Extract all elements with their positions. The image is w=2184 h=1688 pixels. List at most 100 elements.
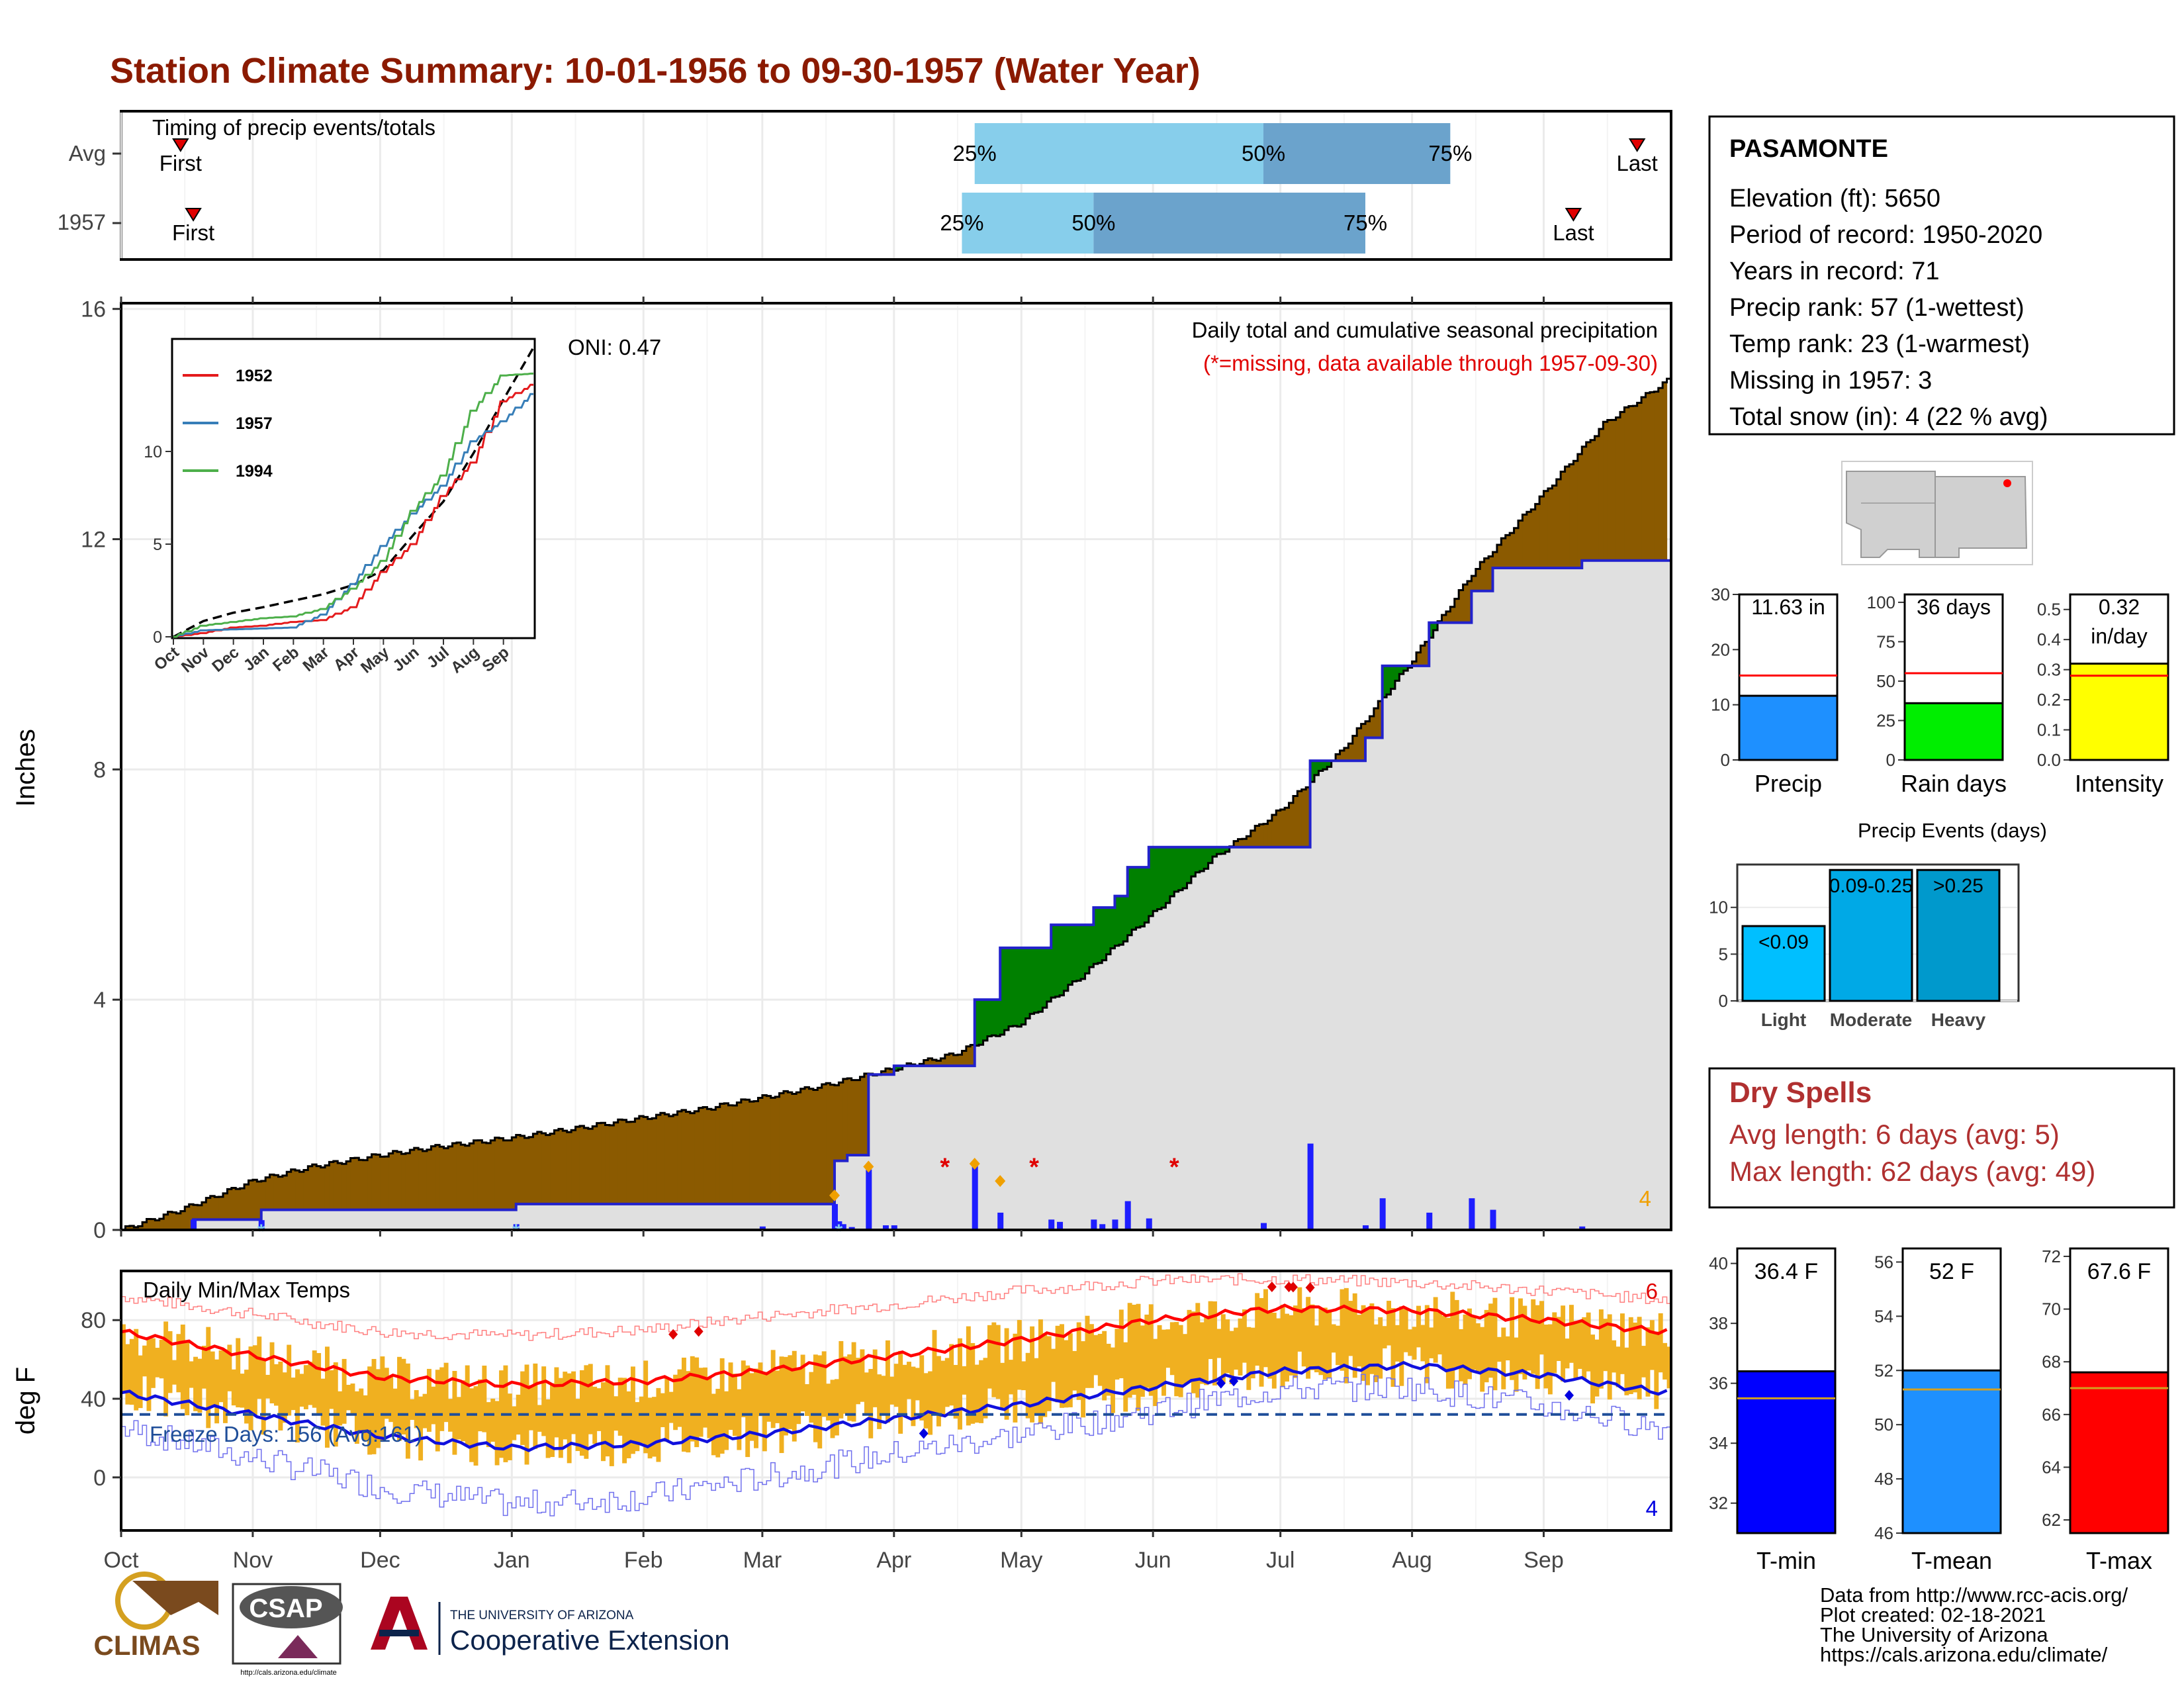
deficit-area bbox=[715, 1107, 721, 1204]
deficit-area bbox=[201, 1202, 206, 1220]
daily-precip-bar bbox=[759, 1226, 766, 1230]
dry-spells-max: Max length: 62 days (avg: 49) bbox=[1729, 1156, 2095, 1187]
daily-temp-bar bbox=[953, 1364, 958, 1419]
deficit-area bbox=[418, 1149, 424, 1210]
daily-temp-bar bbox=[426, 1368, 432, 1432]
deficit-area bbox=[477, 1140, 482, 1210]
temp-summary-ytick-label: 68 bbox=[2042, 1352, 2061, 1372]
daily-precip-bar bbox=[1091, 1219, 1097, 1230]
surplus-area bbox=[1127, 867, 1132, 935]
timing-first-label: First bbox=[159, 151, 202, 175]
deficit-area bbox=[703, 1107, 708, 1204]
daily-temp-bar bbox=[1510, 1297, 1515, 1380]
summary-bar-value-text: 36 days bbox=[1917, 595, 1991, 619]
daily-temp-bar bbox=[741, 1360, 746, 1417]
deficit-area bbox=[958, 1055, 963, 1066]
daily-temp-bar bbox=[1289, 1315, 1294, 1376]
deficit-area bbox=[864, 1073, 869, 1155]
record-high-marker bbox=[1305, 1282, 1315, 1293]
daily-temp-bar bbox=[686, 1371, 691, 1453]
deficit-area bbox=[167, 1211, 173, 1230]
deficit-area bbox=[1552, 485, 1557, 568]
deficit-area bbox=[171, 1212, 177, 1230]
station-location-marker bbox=[2003, 479, 2011, 487]
daily-temp-bar bbox=[134, 1329, 139, 1411]
deficit-area bbox=[1297, 791, 1302, 847]
daily-temp-bar bbox=[278, 1361, 283, 1430]
daily-temp-bar bbox=[1225, 1319, 1230, 1374]
temp-summary-value-text: 67.6 F bbox=[2087, 1259, 2151, 1284]
surplus-area bbox=[1089, 925, 1094, 968]
daily-temp-bar bbox=[1382, 1326, 1387, 1348]
daily-temp-bar bbox=[189, 1361, 194, 1388]
inset-avg-line bbox=[173, 347, 535, 638]
daily-temp-bar bbox=[197, 1358, 203, 1413]
station-line-temp-rank: Temp rank: 23 (1-warmest) bbox=[1729, 330, 2030, 358]
daily-temp-bar bbox=[647, 1397, 653, 1459]
daily-temp-bar bbox=[932, 1330, 937, 1414]
surplus-area bbox=[1225, 847, 1230, 852]
precip-panel: * * * * * * 0 4 8 12 16 Inches Daily total and cu… bbox=[11, 297, 1672, 1243]
deficit-area bbox=[316, 1166, 322, 1210]
summary-ytick-label: 10 bbox=[1711, 695, 1730, 715]
snow-event-marker bbox=[995, 1175, 1006, 1188]
deficit-area bbox=[1369, 716, 1375, 738]
deficit-area bbox=[949, 1053, 954, 1066]
daily-temp-bar bbox=[1620, 1313, 1625, 1374]
deficit-area bbox=[1424, 641, 1430, 666]
surplus-area bbox=[1204, 847, 1209, 869]
daily-temp-bar bbox=[1484, 1309, 1489, 1383]
deficit-area bbox=[159, 1219, 164, 1230]
snow-marker: * bbox=[257, 1221, 265, 1243]
credits: Data from http://www.rcc-acis.org/ Plot … bbox=[1820, 1583, 2128, 1666]
deficit-area bbox=[227, 1189, 232, 1220]
daily-temp-bar bbox=[1187, 1309, 1192, 1383]
surplus-area bbox=[1081, 925, 1086, 979]
surplus-area bbox=[974, 1000, 979, 1046]
temp-summary-ytick-label: 34 bbox=[1709, 1433, 1728, 1453]
credit-line-1: Data from http://www.rcc-acis.org/ bbox=[1820, 1583, 2128, 1607]
deficit-area bbox=[1352, 735, 1357, 761]
daily-temp-bar bbox=[1361, 1305, 1366, 1382]
daily-temp-bar bbox=[1220, 1314, 1226, 1383]
deficit-area bbox=[563, 1131, 568, 1204]
deficit-area bbox=[465, 1145, 470, 1210]
deficit-area bbox=[163, 1214, 169, 1230]
surplus-area bbox=[1055, 925, 1060, 997]
summary-bar-label: Rain days bbox=[1901, 770, 2007, 797]
daily-temp-bar bbox=[1004, 1328, 1009, 1420]
temp-ytick-label: 80 bbox=[81, 1308, 106, 1333]
deficit-area bbox=[261, 1181, 266, 1210]
deficit-area bbox=[932, 1059, 937, 1066]
deficit-area bbox=[1547, 488, 1553, 568]
deficit-area bbox=[426, 1149, 432, 1210]
deficit-area bbox=[1539, 496, 1545, 568]
deficit-area bbox=[953, 1055, 958, 1066]
deficit-area bbox=[1250, 830, 1255, 847]
events-title: Precip Events (days) bbox=[1858, 819, 2047, 842]
surplus-area bbox=[1169, 847, 1175, 897]
deficit-area bbox=[448, 1146, 453, 1210]
timing-panel: Timing of precip events/totals Avg 1957 … bbox=[58, 110, 1672, 261]
surplus-area bbox=[1046, 947, 1052, 1002]
timing-bar-25-50 bbox=[962, 193, 1094, 254]
daily-temp-bar bbox=[1127, 1303, 1132, 1398]
daily-temp-bar bbox=[1416, 1305, 1421, 1348]
deficit-area bbox=[851, 1080, 856, 1155]
daily-temp-bar bbox=[482, 1366, 487, 1432]
surplus-area bbox=[1429, 622, 1434, 638]
temp-summary-ytick-label: 46 bbox=[1874, 1523, 1893, 1543]
summary-bar-value-text: 11.63 in bbox=[1751, 595, 1825, 619]
daily-temp-bar bbox=[749, 1373, 754, 1441]
temp-summary-t-mean: 46 48 50 52 54 56 52 F T-mean bbox=[1874, 1247, 2002, 1574]
deficit-area bbox=[686, 1111, 691, 1204]
daily-temp-bar bbox=[1624, 1347, 1629, 1395]
timing-last-marker bbox=[1628, 138, 1646, 152]
daily-temp-bar bbox=[817, 1355, 823, 1449]
deficit-area bbox=[176, 1213, 181, 1230]
daily-temp-bar bbox=[316, 1352, 322, 1414]
daily-temp-bar bbox=[405, 1363, 410, 1459]
daily-temp-bar bbox=[728, 1362, 733, 1430]
summary-bar-value bbox=[1738, 694, 1839, 761]
daily-temp-bar bbox=[1085, 1315, 1090, 1388]
